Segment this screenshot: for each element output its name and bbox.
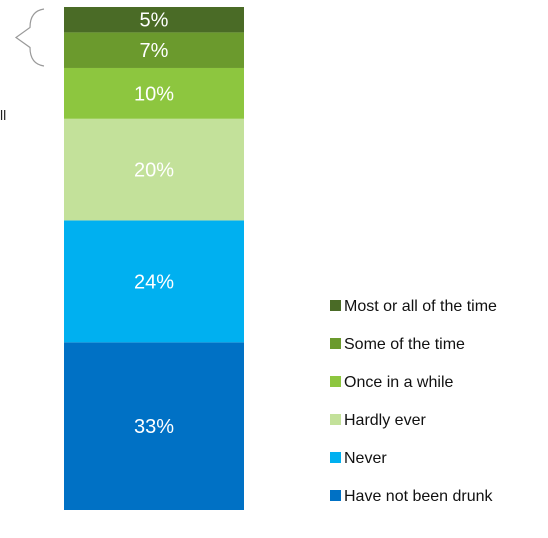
segment-label-hardly-ever: 20% [134, 160, 174, 182]
segment-label-most-or-all-of-the-time: 5% [140, 10, 169, 32]
legend-label-once-in-a-while: Once in a while [344, 374, 453, 391]
segment-label-have-not-been-drunk: 33% [134, 416, 174, 438]
legend-swatch-once-in-a-while [330, 376, 341, 387]
legend-label-some-of-the-time: Some of the time [344, 336, 465, 353]
segment-label-never: 24% [134, 271, 174, 293]
legend-label-hardly-ever: Hardly ever [344, 412, 426, 429]
legend-label-never: Never [344, 450, 387, 467]
bar-segment-once-in-a-while [64, 67, 244, 119]
legend-swatch-some-of-the-time [330, 338, 341, 349]
legend-label-have-not-been-drunk: Have not been drunk [344, 488, 494, 505]
bar-segment-have-not-been-drunk [64, 342, 244, 510]
segment-labels: 33% 24% 20% 10% 7% 5% [134, 10, 174, 438]
legend-swatch-have-not-been-drunk [330, 490, 341, 501]
legend: Most or all of the time Some of the time O… [330, 298, 497, 505]
bracket-annotation [14, 8, 45, 67]
legend-label-most-or-all-of-the-time: Most or all of the time [344, 298, 497, 315]
cropped-side-text: ll [0, 107, 6, 123]
bar-segment-never [64, 220, 244, 343]
segment-label-some-of-the-time: 7% [140, 40, 169, 62]
legend-swatch-hardly-ever [330, 414, 341, 425]
bar-segment-some-of-the-time [64, 32, 244, 68]
bar-segment-most-or-all-of-the-time [64, 7, 244, 33]
legend-swatch-most-or-all-of-the-time [330, 300, 341, 311]
bar-segment-hardly-ever [64, 118, 244, 221]
bar-segments [64, 7, 244, 510]
segment-label-once-in-a-while: 10% [134, 83, 174, 105]
legend-swatch-never [330, 452, 341, 463]
